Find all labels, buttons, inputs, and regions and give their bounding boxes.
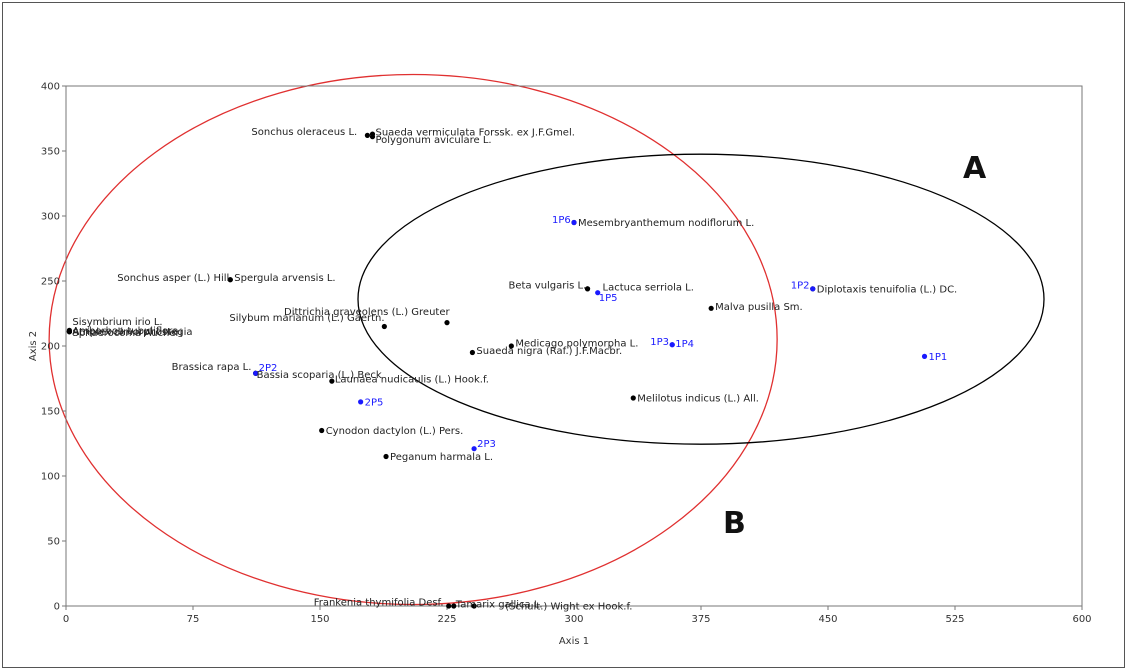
point-label: Beta vulgaris L. — [509, 280, 587, 291]
point-label: Melilotus indicus (L.) All. — [637, 394, 759, 405]
point-label: Lactuca serriola L. — [603, 282, 694, 293]
species-point — [369, 134, 376, 140]
species-point — [584, 286, 591, 292]
plot-point — [595, 290, 601, 296]
point-label: 1P5 — [599, 293, 618, 304]
x-tick-label: 525 — [945, 614, 964, 625]
y-tick-label: 400 — [41, 82, 60, 93]
ellipse-a — [357, 153, 1045, 445]
point-label: 1P2 — [791, 280, 810, 291]
point-label: Brassica rapa L. — [172, 362, 252, 373]
species-point — [469, 349, 475, 356]
y-tick-label: 0 — [54, 602, 60, 613]
y-axis-title: Axis 2 — [28, 331, 39, 361]
species-point — [708, 305, 714, 311]
y-tick-label: 200 — [41, 342, 60, 353]
point-label: (Schult.) Wight ex Hook.f. — [505, 602, 632, 613]
species-point — [66, 329, 72, 335]
ellipse-b — [48, 73, 778, 606]
point-label: Silybum marianum (L.) Gaertn. — [229, 313, 384, 324]
y-tick-label: 250 — [41, 277, 60, 288]
point-label: Dittrichia graveolens (L.) Greuter — [284, 307, 450, 318]
point-label: Suaeda vermiculata Forssk. ex J.F.Gmel. — [375, 128, 574, 139]
point-label: Suaeda nigra (Raf.) J.F.Macbr. — [476, 346, 622, 357]
species-point — [471, 603, 477, 609]
x-tick-label: 150 — [310, 614, 329, 625]
point-label: 1P1 — [929, 352, 948, 363]
point-label: Sonchus oleraceus L. — [251, 127, 357, 138]
x-tick-label: 0 — [63, 614, 69, 625]
point-label: Spergula arvensis L. — [234, 273, 335, 284]
point-label: Bassia scoparia (L.) Beck — [257, 370, 382, 381]
species-point — [446, 603, 452, 609]
point-label: Sonchus asper (L.) Hill — [117, 273, 229, 284]
plot-point — [810, 286, 816, 292]
point-label: Diplotaxis tenuifolia (L.) DC. — [817, 284, 957, 295]
scatter-chart: 0 75 150 225 300 375 450 525 600 0 50 100 150 200 250 3… — [28, 73, 1092, 647]
point-label: Mesembryanthemum nodiflorum L. — [578, 218, 754, 229]
plot-point — [571, 219, 577, 226]
species-point — [508, 343, 514, 349]
point-label: Amberboa tubuliflora — [72, 326, 178, 337]
species-point — [383, 453, 389, 460]
point-label: Polygonum aviculare L. — [375, 135, 491, 146]
species-point — [364, 132, 371, 138]
point-label: Medicago polymorpha L. — [515, 339, 638, 350]
species-point — [444, 320, 450, 326]
point-label: Cynodon dactylon (L.) Pers. — [326, 426, 464, 437]
point-label: Peganum harmala L. — [390, 452, 493, 463]
annotation-label-b: B — [723, 506, 746, 541]
species-point — [451, 603, 457, 609]
y-tick-label: 300 — [41, 212, 60, 223]
point-label: Launaea nudicaulis (L.) Hook.f. — [335, 375, 489, 386]
species-point — [319, 427, 325, 434]
point-label: 1P6 — [552, 215, 571, 226]
species-point — [227, 277, 233, 283]
point-label: Malva pusilla Sm. — [715, 302, 803, 313]
species-point — [381, 323, 387, 330]
point-label: 2P5 — [365, 397, 384, 408]
y-tick-label: 350 — [41, 147, 60, 158]
annotation-label-a: A — [963, 151, 987, 186]
point-label: 2P2 — [259, 363, 278, 374]
plot-point — [669, 342, 675, 348]
x-tick-label: 375 — [691, 614, 710, 625]
x-tick-label: 225 — [437, 614, 456, 625]
point-label: 2P3 — [477, 439, 496, 450]
x-axis-title: Axis 1 — [559, 636, 589, 647]
point-label: Tamarix gallica L. — [455, 600, 543, 611]
point-label: 1P4 — [675, 339, 694, 350]
y-tick-label: 150 — [41, 407, 60, 418]
species-point — [329, 378, 335, 384]
y-tick-label: 50 — [47, 537, 60, 548]
x-tick-label: 450 — [818, 614, 837, 625]
plot-point — [921, 353, 928, 359]
point-label: Atriplex dimorphostegia — [72, 327, 192, 338]
point-label: Sphaerocoma Aucheri — [72, 328, 182, 339]
plot-point — [471, 446, 477, 452]
x-tick-label: 600 — [1072, 614, 1091, 625]
plot-point — [253, 370, 259, 376]
point-label: Sisymbrium irio L. — [72, 317, 162, 328]
species-point — [630, 395, 636, 401]
y-tick-label: 100 — [41, 472, 60, 483]
point-label: Frankenia thymifolia Desf. — [314, 598, 444, 609]
x-tick-label: 75 — [187, 614, 200, 625]
point-label: 1P3 — [650, 337, 669, 348]
plot-point — [358, 399, 364, 405]
x-tick-label: 300 — [564, 614, 583, 625]
